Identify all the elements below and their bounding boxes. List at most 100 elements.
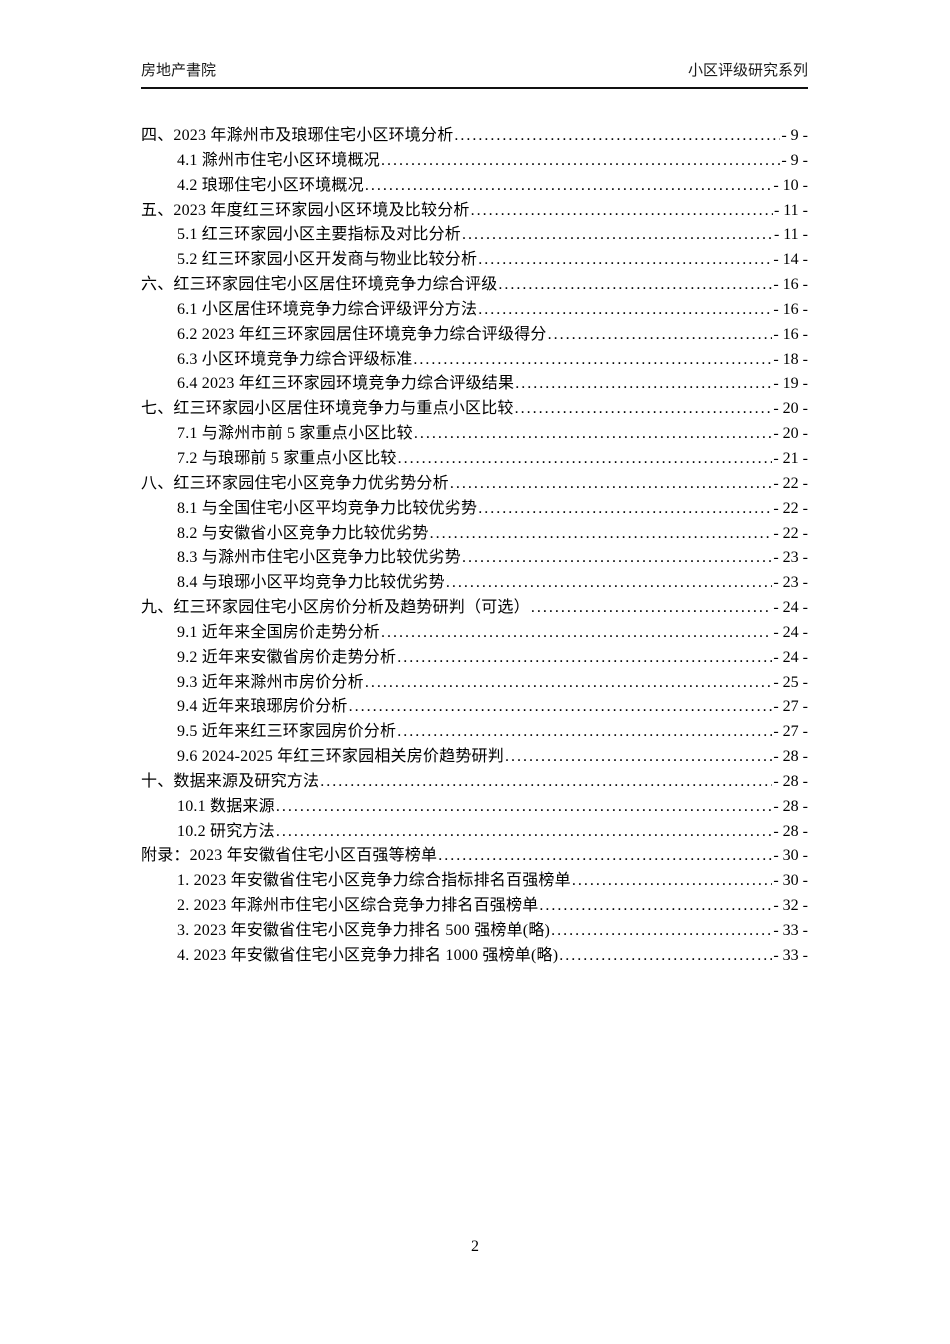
toc-leader-dots — [539, 894, 772, 919]
toc-entry-title: 4.1 滁州市住宅小区环境概况 — [177, 151, 381, 169]
toc-entry-title: 八、红三环家园住宅小区竞争力优劣势分析 — [141, 474, 449, 492]
toc-entry-title: 附录：2023 年安徽省住宅小区百强等榜单 — [141, 847, 438, 865]
toc-entry-page: - 22 - — [773, 524, 808, 542]
toc-entry-title: 6.2 2023 年红三环家园居住环境竞争力综合评级得分 — [177, 325, 547, 343]
toc-entry-page: - 28 - — [773, 822, 808, 840]
toc-entry-page: - 28 - — [773, 748, 808, 766]
toc-entry-title: 9.3 近年来滁州市房价分析 — [177, 673, 364, 691]
toc-entry: 附录：2023 年安徽省住宅小区百强等榜单 - 30 - — [141, 844, 808, 869]
toc-entry: 十、数据来源及研究方法 - 28 - — [141, 770, 808, 795]
toc-entry-title: 4.2 琅琊住宅小区环境概况 — [177, 176, 364, 194]
toc-entry-page: - 22 - — [773, 499, 808, 517]
toc-entry: 9.4 近年来琅琊房价分析 - 27 - — [141, 695, 808, 720]
toc-entry-page: - 22 - — [773, 474, 808, 492]
toc-entry: 四、2023 年滁州市及琅琊住宅小区环境分析 - 9 - — [141, 124, 808, 149]
toc-entry: 八、红三环家园住宅小区竞争力优劣势分析 - 22 - — [141, 472, 808, 497]
toc-leader-dots — [478, 497, 772, 522]
toc-entry: 7.2 与琅琊前 5 家重点小区比较 - 21 - — [141, 447, 808, 472]
toc-entry-page: - 20 - — [773, 425, 808, 443]
toc-entry-page: - 28 - — [773, 772, 808, 790]
toc-entry: 六、红三环家园住宅小区居住环境竞争力综合评级 - 16 - — [141, 273, 808, 298]
toc-entry: 8.3 与滁州市住宅小区竞争力比较优劣势 - 23 - — [141, 546, 808, 571]
header-right-title: 小区评级研究系列 — [687, 62, 808, 79]
toc-entry: 8.1 与全国住宅小区平均竞争力比较优劣势 - 22 - — [141, 497, 808, 522]
toc-entry-title: 8.2 与安徽省小区竞争力比较优劣势 — [177, 524, 429, 542]
toc-entry-page: - 21 - — [773, 449, 808, 467]
toc-entry-page: - 27 - — [773, 698, 808, 716]
toc-entry: 5.1 红三环家园小区主要指标及对比分析 - 11 - — [141, 223, 808, 248]
toc-entry-title: 8.4 与琅琊小区平均竞争力比较优劣势 — [177, 574, 445, 592]
toc-entry-title: 5.2 红三环家园小区开发商与物业比较分析 — [177, 251, 478, 269]
toc-entry-page: - 32 - — [773, 897, 808, 915]
toc-entry: 8.4 与琅琊小区平均竞争力比较优劣势 - 23 - — [141, 571, 808, 596]
toc-entry-title: 6.4 2023 年红三环家园环境竞争力综合评级结果 — [177, 375, 515, 393]
toc-entry-page: - 33 - — [773, 922, 808, 939]
toc-entry-title: 9.6 2024-2025 年红三环家园相关房价趋势研判 — [177, 748, 504, 766]
toc-leader-dots — [551, 919, 772, 944]
toc-entry-page: - 30 - — [773, 847, 808, 865]
toc-entry-page: - 9 - — [781, 127, 808, 144]
toc-entry-title: 8.3 与滁州市住宅小区竞争力比较优劣势 — [177, 549, 462, 567]
toc-entry-page: - 19 - — [773, 375, 808, 393]
toc-entry-page: - 14 - — [773, 251, 808, 269]
toc-leader-dots — [276, 820, 773, 845]
toc-entry-title: 1. 2023 年安徽省住宅小区竞争力综合指标排名百强榜单 — [177, 872, 571, 890]
toc-entry-page: - 24 - — [773, 599, 808, 617]
toc-entry: 九、红三环家园住宅小区房价分析及趋势研判（可选） - 24 - — [141, 596, 808, 621]
toc-entry: 1. 2023 年安徽省住宅小区竞争力综合指标排名百强榜单 - 30 - — [141, 869, 808, 894]
toc-leader-dots — [413, 348, 772, 373]
toc-entry-title: 九、红三环家园住宅小区房价分析及趋势研判（可选） — [141, 599, 530, 617]
toc-entry-page: - 30 - — [773, 872, 808, 890]
toc-entry-page: - 24 - — [773, 623, 808, 641]
toc-entry-title: 6.3 小区环境竞争力综合评级标准 — [177, 350, 413, 368]
toc-leader-dots — [446, 571, 773, 596]
toc-entry-page: - 11 - — [773, 226, 808, 244]
toc-entry-title: 六、红三环家园住宅小区居住环境竞争力综合评级 — [141, 276, 498, 294]
toc-leader-dots — [572, 869, 773, 894]
toc-leader-dots — [478, 248, 772, 273]
toc-entry-title: 9.5 近年来红三环家园房价分析 — [177, 723, 397, 741]
toc-entry: 五、2023 年度红三环家园小区环境及比较分析 - 11 - — [141, 199, 808, 224]
toc-entry: 3. 2023 年安徽省住宅小区竞争力排名 500 强榜单(略) - 33 - — [141, 919, 808, 944]
toc-entry-title: 9.2 近年来安徽省房价走势分析 — [177, 648, 397, 666]
toc-leader-dots — [559, 944, 772, 969]
toc-entry: 9.6 2024-2025 年红三环家园相关房价趋势研判 - 28 - — [141, 745, 808, 770]
toc-entry: 9.5 近年来红三环家园房价分析 - 27 - — [141, 720, 808, 745]
toc-entry: 6.3 小区环境竞争力综合评级标准 - 18 - — [141, 348, 808, 373]
toc-entry: 8.2 与安徽省小区竞争力比较优劣势 - 22 - — [141, 522, 808, 547]
toc-entry-title: 7.1 与滁州市前 5 家重点小区比较 — [177, 425, 413, 443]
toc-entry-page: - 11 - — [773, 201, 808, 219]
header-left-title: 房地产書院 — [141, 62, 217, 79]
toc-leader-dots — [471, 199, 773, 224]
toc-entry-title: 2. 2023 年滁州市住宅小区综合竞争力排名百强榜单 — [177, 897, 539, 915]
toc-leader-dots — [397, 646, 772, 671]
toc-entry: 6.2 2023 年红三环家园居住环境竞争力综合评级得分 - 16 - — [141, 323, 808, 348]
toc-leader-dots — [548, 323, 773, 348]
toc-entry-title: 七、红三环家园小区居住环境竞争力与重点小区比较 — [141, 400, 514, 418]
toc-entry-title: 7.2 与琅琊前 5 家重点小区比较 — [177, 449, 397, 467]
toc-leader-dots — [515, 397, 773, 422]
toc-entry: 6.4 2023 年红三环家园环境竞争力综合评级结果 - 19 - — [141, 372, 808, 397]
toc-entry-title: 9.1 近年来全国房价走势分析 — [177, 623, 381, 641]
page-header: 房地产書院 小区评级研究系列 — [141, 61, 808, 80]
toc-entry: 7.1 与滁州市前 5 家重点小区比较 - 20 - — [141, 422, 808, 447]
toc-entry: 9.1 近年来全国房价走势分析 - 24 - — [141, 621, 808, 646]
toc-entry: 9.3 近年来滁州市房价分析 - 25 - — [141, 671, 808, 696]
toc-entry-page: - 33 - — [773, 946, 808, 964]
toc-entry-title: 10.2 研究方法 — [177, 822, 275, 840]
toc-entry-title: 4. 2023 年安徽省住宅小区竞争力排名 1000 强榜单(略) — [177, 946, 559, 964]
toc-entry-page: - 16 - — [773, 300, 808, 318]
toc-leader-dots — [430, 522, 773, 547]
toc-entry: 2. 2023 年滁州市住宅小区综合竞争力排名百强榜单 - 32 - — [141, 894, 808, 919]
toc-entry-page: - 18 - — [773, 350, 808, 368]
toc-entry: 10.1 数据来源 - 28 - — [141, 795, 808, 820]
toc-entry-title: 3. 2023 年安徽省住宅小区竞争力排名 500 强榜单(略) — [177, 922, 551, 939]
toc-leader-dots — [397, 720, 772, 745]
toc-leader-dots — [365, 174, 773, 199]
toc-entry: 9.2 近年来安徽省房价走势分析 - 24 - — [141, 646, 808, 671]
toc-entry: 七、红三环家园小区居住环境竞争力与重点小区比较 - 20 - — [141, 397, 808, 422]
toc-leader-dots — [462, 546, 772, 571]
toc-entry-title: 5.1 红三环家园小区主要指标及对比分析 — [177, 226, 462, 244]
toc-entry-title: 10.1 数据来源 — [177, 797, 275, 815]
toc-entry-page: - 23 - — [773, 549, 808, 567]
